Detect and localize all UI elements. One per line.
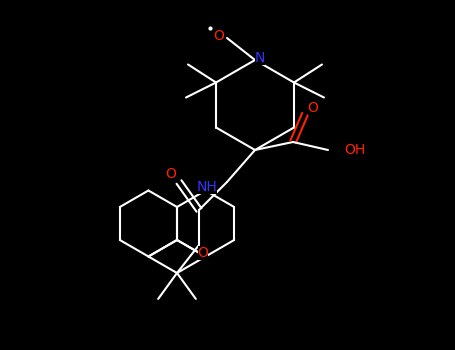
Text: O: O	[166, 167, 177, 181]
Text: NH: NH	[196, 180, 217, 194]
Text: O: O	[197, 246, 208, 260]
Text: N: N	[255, 51, 265, 65]
Text: O: O	[213, 29, 224, 43]
Text: O: O	[308, 101, 318, 115]
Text: OH: OH	[344, 143, 365, 157]
